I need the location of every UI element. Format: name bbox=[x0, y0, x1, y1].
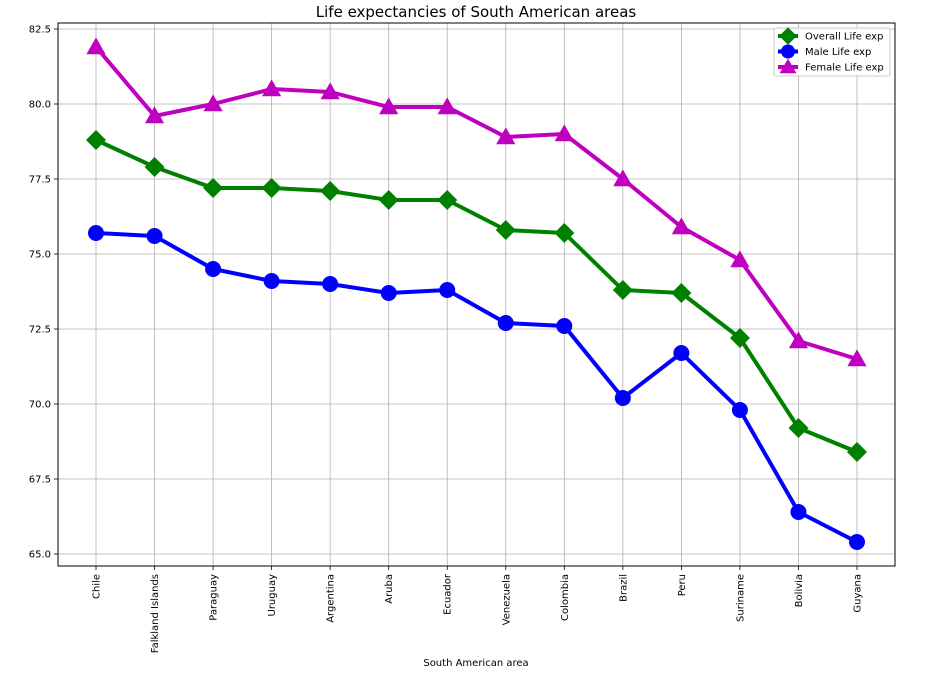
point-female-life-exp bbox=[320, 82, 340, 100]
point-male-life-exp bbox=[497, 315, 514, 331]
series-line-female-life-exp bbox=[94, 45, 858, 361]
y-tick-label: 67.5 bbox=[29, 475, 51, 486]
x-tick-label-colombia: Colombia bbox=[560, 574, 571, 621]
point-female-life-exp bbox=[262, 79, 282, 97]
point-female-life-exp bbox=[788, 331, 809, 349]
y-tick-label: 75.0 bbox=[29, 250, 51, 261]
point-overall-life-exp bbox=[729, 328, 750, 348]
series-group bbox=[86, 37, 867, 550]
point-female-life-exp bbox=[203, 94, 223, 112]
legend-marker-male-life-exp bbox=[781, 44, 795, 59]
grid bbox=[58, 23, 895, 566]
x-tick-label-argentina: Argentina bbox=[326, 574, 337, 623]
point-overall-life-exp bbox=[612, 280, 633, 300]
chart-title: Life expectancies of South American area… bbox=[316, 3, 637, 21]
point-female-life-exp bbox=[671, 217, 691, 235]
x-tick-label-falkland-islands: Falkland Islands bbox=[150, 574, 161, 653]
point-overall-life-exp bbox=[86, 130, 106, 150]
point-overall-life-exp bbox=[495, 220, 516, 240]
point-male-life-exp bbox=[790, 504, 807, 520]
point-male-life-exp bbox=[556, 318, 573, 334]
point-male-life-exp bbox=[322, 276, 339, 292]
point-overall-life-exp bbox=[203, 178, 224, 198]
y-tick-label: 72.5 bbox=[29, 325, 51, 336]
x-tick-label-brazil: Brazil bbox=[618, 574, 629, 602]
y-axis: 65.0 67.5 70.0 72.5 75.0 77.5 80.0 82.5 bbox=[29, 25, 58, 561]
point-overall-life-exp bbox=[437, 190, 458, 210]
legend-label-overall-life-exp: Overall Life exp bbox=[805, 32, 883, 43]
legend-label-female-life-exp: Female Life exp bbox=[805, 63, 884, 74]
point-female-life-exp bbox=[730, 250, 750, 268]
point-female-life-exp bbox=[847, 349, 867, 367]
point-overall-life-exp bbox=[320, 181, 341, 201]
point-female-life-exp bbox=[86, 37, 106, 55]
point-overall-life-exp bbox=[554, 223, 575, 243]
point-female-life-exp bbox=[496, 127, 516, 145]
x-tick-label-suriname: Suriname bbox=[735, 574, 746, 622]
x-tick-label-chile: Chile bbox=[92, 574, 103, 599]
point-male-life-exp bbox=[205, 261, 222, 277]
y-tick-label: 77.5 bbox=[29, 175, 51, 186]
x-tick-label-aruba: Aruba bbox=[384, 574, 395, 604]
y-tick-label: 65.0 bbox=[29, 550, 51, 561]
point-male-life-exp bbox=[849, 534, 865, 550]
point-male-life-exp bbox=[263, 273, 280, 289]
point-female-life-exp bbox=[144, 106, 165, 124]
point-male-life-exp bbox=[731, 402, 748, 418]
x-tick-label-uruguay: Uruguay bbox=[267, 574, 278, 617]
y-tick-label: 82.5 bbox=[29, 25, 51, 36]
point-overall-life-exp bbox=[788, 418, 809, 438]
x-tick-label-peru: Peru bbox=[677, 574, 688, 596]
x-tick-label-bolivia: Bolivia bbox=[794, 574, 805, 607]
point-overall-life-exp bbox=[144, 157, 165, 177]
point-female-life-exp bbox=[613, 169, 633, 187]
series-overall-life-exp bbox=[86, 130, 867, 462]
legend: Overall Life exp Male Life exp Female Life… bbox=[773, 27, 891, 77]
point-overall-life-exp bbox=[261, 178, 282, 198]
x-tick-label-venezuela: Venezuela bbox=[501, 574, 512, 625]
x-axis-title: South American area bbox=[423, 658, 528, 669]
point-female-life-exp bbox=[379, 97, 399, 115]
legend-marker-overall-life-exp bbox=[779, 27, 797, 45]
plot-frame bbox=[57, 22, 896, 567]
y-tick-label: 70.0 bbox=[29, 400, 51, 411]
x-tick-label-ecuador: Ecuador bbox=[443, 573, 454, 615]
point-male-life-exp bbox=[88, 225, 104, 241]
point-male-life-exp bbox=[380, 285, 397, 301]
series-male-life-exp bbox=[88, 225, 865, 550]
point-overall-life-exp bbox=[378, 190, 399, 210]
legend-box bbox=[773, 27, 891, 77]
x-tick-label-guyana: Guyana bbox=[853, 574, 864, 613]
series-female-life-exp bbox=[86, 37, 867, 367]
point-overall-life-exp bbox=[847, 442, 867, 462]
legend-label-male-life-exp: Male Life exp bbox=[805, 47, 871, 58]
point-overall-life-exp bbox=[671, 283, 692, 303]
x-axis: Chile Falkland Islands Paraguay Uruguay Arge… bbox=[92, 566, 864, 653]
x-tick-label-paraguay: Paraguay bbox=[209, 574, 220, 621]
legend-marker-female-life-exp bbox=[779, 58, 797, 74]
point-male-life-exp bbox=[673, 345, 690, 361]
point-male-life-exp bbox=[146, 228, 163, 244]
point-female-life-exp bbox=[554, 124, 574, 142]
point-male-life-exp bbox=[439, 282, 456, 298]
y-tick-label: 80.0 bbox=[29, 100, 51, 111]
point-male-life-exp bbox=[614, 390, 631, 406]
series-line-male-life-exp bbox=[95, 231, 858, 544]
point-female-life-exp bbox=[437, 97, 457, 115]
